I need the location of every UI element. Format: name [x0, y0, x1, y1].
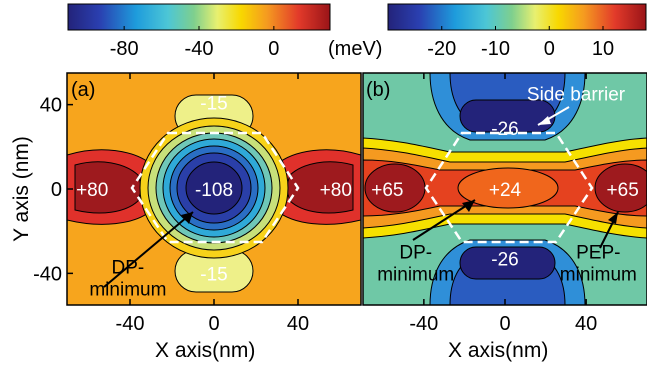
region-value-label: -26 [491, 119, 518, 140]
region-value-label: +24 [489, 180, 522, 201]
annotation-label-line2: minimum [89, 279, 166, 300]
region-value-label: +80 [76, 180, 108, 201]
region-value-label: +80 [320, 180, 352, 201]
annotation-label-line2: minimum [560, 265, 637, 286]
y-tick-label: 40 [40, 95, 62, 117]
region-value-label: -26 [491, 250, 518, 271]
annotation-label-line2: minimum [377, 265, 454, 286]
x-tick-label: 0 [499, 313, 510, 335]
region-value-label: -15 [200, 94, 227, 115]
colorbar-tick-label: 10 [592, 38, 614, 60]
panel-a: (a) -108 +80 +80 -15 -15 DP-minimum -40 0 40 -… [10, 72, 362, 362]
colorbar-unit: (meV) [328, 38, 382, 60]
x-tick-label: -40 [116, 313, 145, 335]
annotation-label: DP- [399, 243, 432, 264]
colorbar-tick-label: 0 [268, 38, 279, 60]
panel-label-a: (a) [71, 79, 95, 101]
x-tick-label: -40 [409, 313, 438, 335]
panel-b: (b) +24 +65 +65 -26 -26 Side barrier DP-minim… [362, 72, 647, 362]
x-tick-label: 0 [208, 313, 219, 335]
annotation-label: PEP- [576, 243, 620, 264]
colorbar-tick-label: -40 [185, 38, 214, 60]
colorbar-tick-label: 0 [544, 38, 555, 60]
x-axis-label-a: X axis(nm) [155, 339, 255, 362]
region-value-label: +65 [371, 180, 403, 201]
colorbar-tick-label: -80 [110, 38, 139, 60]
y-tick-label: 0 [51, 179, 62, 201]
contour-map-a [67, 73, 361, 305]
x-axis-label-b: X axis(nm) [448, 339, 548, 362]
y-axis-label: Y axis (nm) [10, 136, 33, 242]
colorbar-b: -20 -10 0 10 [387, 3, 647, 60]
colorbar-a: -80 -40 0 (meV) [67, 3, 382, 60]
region-value-label: +65 [607, 180, 639, 201]
dp-minimum-arrow-a [103, 211, 194, 288]
panel-label-b: (b) [366, 79, 390, 101]
y-tick-label: -40 [33, 263, 62, 285]
region-value-label: -15 [200, 264, 227, 285]
annotation-label: DP- [112, 257, 145, 278]
region-value-label: -108 [195, 180, 233, 201]
contour-map-b [363, 73, 647, 305]
annotation-label: Side barrier [527, 84, 626, 105]
x-tick-label: 40 [287, 313, 309, 335]
x-tick-label: 40 [575, 313, 597, 335]
colorbar-tick-label: -20 [427, 38, 456, 60]
colorbar-tick-label: -10 [481, 38, 510, 60]
